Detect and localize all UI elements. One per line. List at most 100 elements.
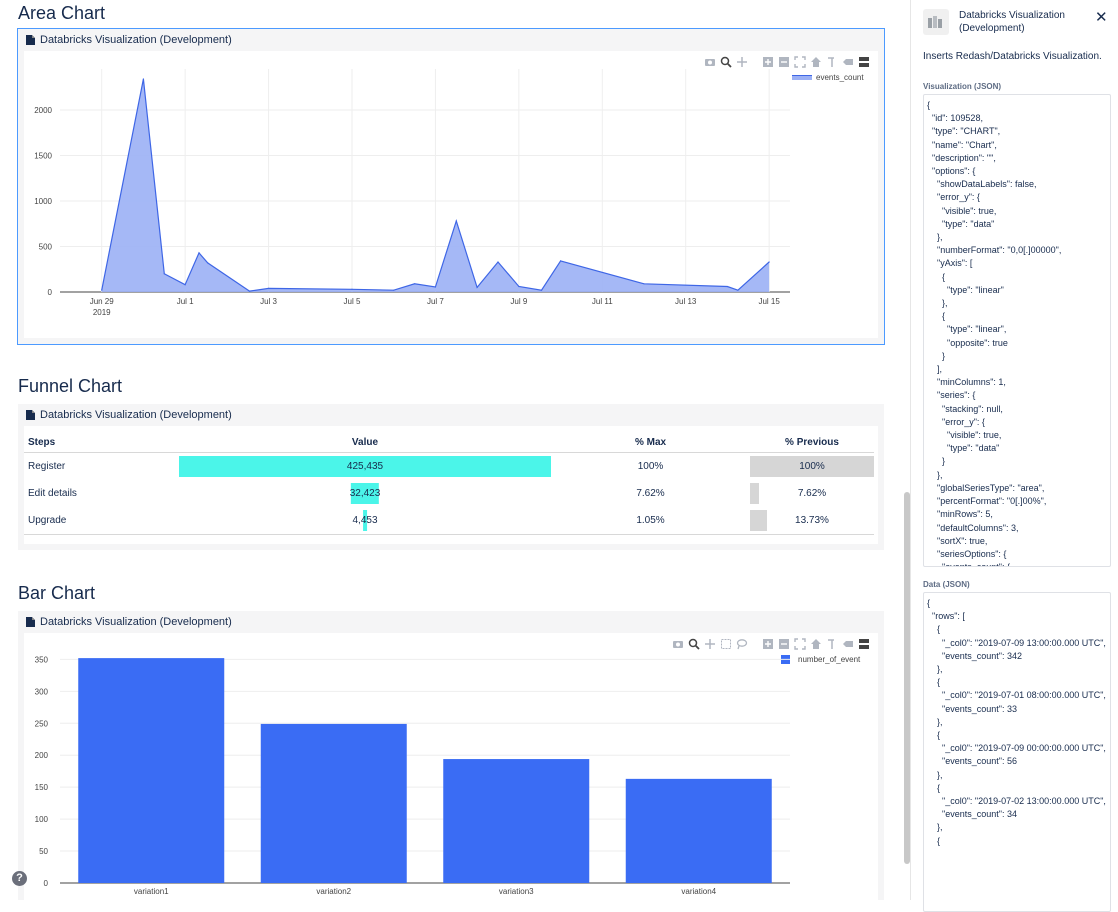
data-json-label: Data (JSON)	[923, 580, 970, 589]
autoscale-icon[interactable]	[794, 638, 806, 650]
funnel-step-name: Upgrade	[24, 507, 179, 535]
funnel-pct-prev-cell: 100%	[750, 453, 874, 481]
funnel-value: 32,423	[349, 488, 381, 499]
funnel-chart-title: Funnel Chart	[18, 376, 123, 396]
legend-swatch	[792, 75, 812, 80]
col-steps: Steps	[24, 432, 179, 453]
area-series-line	[101, 78, 770, 292]
zoom-icon[interactable]	[720, 56, 732, 68]
funnel-chart-card[interactable]: Databricks Visualization (Development) S…	[18, 404, 884, 550]
area-data-point	[393, 289, 395, 291]
funnel-pct-prev-cell: 7.62%	[750, 480, 874, 507]
area-data-point	[184, 284, 186, 286]
funnel-pct-previous: 7.62%	[797, 488, 827, 499]
area-data-point	[476, 286, 478, 289]
spike-lines-icon[interactable]	[826, 638, 838, 650]
area-legend[interactable]: events_count	[792, 73, 864, 82]
zoom-out-icon[interactable]	[778, 56, 790, 68]
area-data-point	[540, 289, 543, 291]
lasso-icon[interactable]	[736, 638, 748, 650]
bar	[260, 723, 407, 883]
funnel-row: Upgrade 4,453 1.05% 13.73%	[24, 507, 874, 535]
home-icon[interactable]	[810, 56, 822, 68]
home-icon[interactable]	[810, 638, 822, 650]
viz-header-label: Databricks Visualization (Development)	[40, 616, 232, 628]
funnel-body: Steps Value % Max % Previous Register 425…	[24, 426, 878, 544]
area-chart-body: events_count 0 500 1000 1500 2000 Jun 29 2019 J…	[24, 51, 878, 338]
area-chart-title: Area Chart	[18, 3, 106, 23]
chart-modebar	[704, 56, 870, 68]
legend-label: number_of_event	[798, 655, 861, 664]
funnel-value-cell: 4,453	[179, 507, 551, 535]
y-tick-label: 150	[35, 783, 49, 792]
viz-json-label: Visualization (JSON)	[923, 82, 1002, 91]
chart-modebar	[672, 638, 870, 650]
funnel-value-bar	[363, 510, 367, 531]
side-panel: Databricks Visualization (Development) ✕…	[910, 0, 1118, 912]
close-icon[interactable]: ✕	[1095, 9, 1108, 26]
area-data-point	[101, 289, 103, 291]
area-data-point	[207, 262, 209, 264]
main-scrollbar[interactable]	[904, 492, 910, 864]
y-tick-label: 350	[35, 655, 49, 664]
viz-header: Databricks Visualization (Development)	[18, 611, 884, 633]
x-tick-label: Jul 11	[592, 297, 613, 306]
x-tick-label: Jul 7	[427, 297, 444, 306]
funnel-step-name: Register	[28, 461, 66, 472]
document-icon	[26, 35, 35, 45]
spike-lines-icon[interactable]	[826, 56, 838, 68]
zoom-in-icon[interactable]	[762, 638, 774, 650]
y-tick-label: 500	[39, 242, 53, 251]
funnel-step-name: Edit details	[28, 488, 77, 499]
area-chart-card[interactable]: Databricks Visualization (Development) e…	[17, 28, 885, 345]
camera-icon[interactable]	[704, 56, 716, 68]
hover-compare-icon[interactable]	[858, 56, 870, 68]
hover-compare-icon[interactable]	[858, 638, 870, 650]
box-select-icon[interactable]	[720, 638, 732, 650]
pan-icon[interactable]	[736, 56, 748, 68]
x-tick-label: Jul 5	[344, 297, 361, 306]
funnel-pct-prev-cell: 13.73%	[750, 507, 874, 535]
funnel-header-row: Steps Value % Max % Previous	[24, 432, 874, 453]
area-data-point	[455, 220, 457, 222]
funnel-prev-bar	[750, 510, 768, 531]
pan-icon[interactable]	[704, 638, 716, 650]
area-chart-svg: 0 500 1000 1500 2000 Jun 29 2019 Jul 1 Jul 3 Jul …	[34, 69, 790, 317]
x-tick-label: variation1	[134, 887, 169, 896]
y-tick-label: 200	[35, 751, 49, 760]
autoscale-icon[interactable]	[794, 56, 806, 68]
side-panel-title: Databricks Visualization (Development)	[959, 10, 1065, 34]
funnel-pct-max: 1.05%	[551, 507, 750, 535]
visualization-logo-icon	[923, 9, 949, 35]
zoom-in-icon[interactable]	[762, 56, 774, 68]
data-json-textarea[interactable]: { "rows": [ { "_col0": "2019-07-09 13:00…	[923, 592, 1111, 912]
area-data-point	[559, 260, 562, 262]
camera-icon[interactable]	[672, 638, 684, 650]
zoom-out-icon[interactable]	[778, 638, 790, 650]
viz-json-textarea[interactable]: { "id": 109528, "type": "CHART", "name":…	[923, 94, 1111, 567]
funnel-pct-max: 100%	[637, 461, 664, 472]
area-data-point	[643, 283, 645, 285]
x-tick-label: 2019	[93, 308, 111, 317]
viz-header-label: Databricks Visualization (Development)	[40, 34, 232, 46]
y-tick-label: 1500	[34, 151, 52, 160]
y-tick-label: 1000	[34, 197, 52, 206]
funnel-pct-max: 7.62%	[636, 488, 665, 499]
area-data-point	[351, 288, 353, 290]
y-tick-label: 50	[39, 847, 48, 856]
y-tick-label: 300	[35, 687, 49, 696]
bar-chart-card[interactable]: Databricks Visualization (Development)	[18, 611, 884, 900]
area-data-point	[142, 78, 145, 80]
zoom-icon[interactable]	[688, 638, 700, 650]
hover-closest-icon[interactable]	[842, 638, 854, 650]
document-icon	[26, 617, 35, 627]
y-tick-label: 0	[44, 879, 49, 888]
area-data-point	[198, 252, 200, 254]
col-pct-max: % Max	[551, 432, 750, 453]
help-icon[interactable]: ?	[12, 871, 27, 886]
hover-closest-icon[interactable]	[842, 56, 854, 68]
area-data-point	[163, 273, 165, 275]
x-tick-label: variation3	[499, 887, 534, 896]
funnel-table: Steps Value % Max % Previous Register 425…	[24, 432, 874, 535]
area-data-point	[413, 283, 416, 285]
